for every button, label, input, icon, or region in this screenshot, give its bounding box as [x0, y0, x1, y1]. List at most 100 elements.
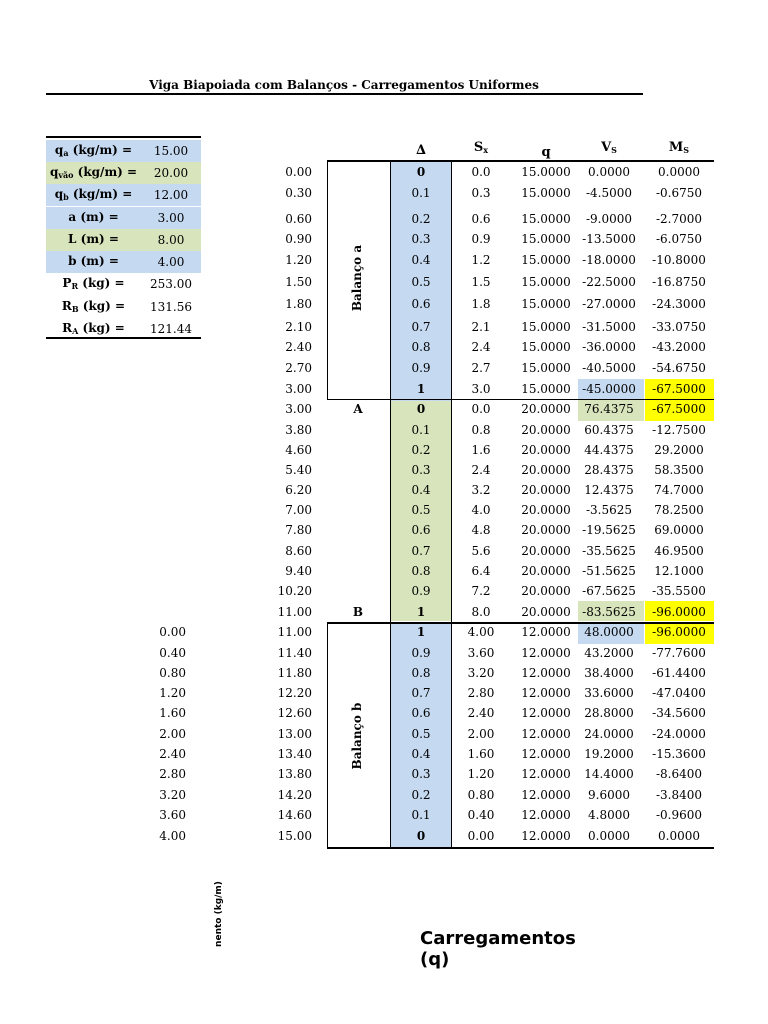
sx-value: 1.20 [467, 767, 495, 781]
header-vs: VS [601, 140, 617, 155]
delta-value: 1 [416, 605, 426, 619]
balanco-b-left-border [327, 622, 328, 848]
sx-value: 3.0 [471, 382, 491, 396]
param-row: qa (kg/m) = 15.00 [46, 140, 201, 162]
sx-value: 2.00 [467, 727, 495, 741]
vs-value: -83.5625 [582, 605, 636, 619]
ms-highlight-l-end [645, 601, 714, 621]
support-a-label: A [353, 402, 363, 416]
ms-highlight-b-start [645, 623, 714, 644]
position-value: 13.00 [277, 727, 312, 741]
delta-value: 0.1 [411, 423, 431, 437]
section-b-divider [327, 622, 714, 624]
position-value: 3.00 [285, 402, 312, 416]
ms-value: -16.8750 [652, 275, 706, 289]
param-label: L (m) = [68, 232, 119, 246]
vs-value: -13.5000 [582, 232, 636, 246]
vs-value: -4.5000 [585, 186, 633, 200]
q-value: 15.0000 [521, 297, 571, 311]
ms-value: -12.7500 [652, 423, 706, 437]
delta-value: 0.8 [411, 564, 431, 578]
param-row: qvão (kg/m) = 20.00 [46, 162, 201, 184]
sx-value: 6.4 [471, 564, 491, 578]
q-value: 12.0000 [521, 706, 571, 720]
header-rule [327, 160, 714, 162]
delta-value: 0.2 [411, 788, 431, 802]
vs-value: 9.6000 [588, 788, 630, 802]
vs-value: 24.0000 [584, 727, 634, 741]
vs-value: -19.5625 [582, 523, 636, 537]
q-value: 20.0000 [521, 523, 571, 537]
vs-value: 76.4375 [584, 402, 634, 416]
param-value: 15.00 [153, 144, 189, 158]
delta-column-fill-l [391, 401, 451, 621]
delta-column-fill-a [391, 162, 451, 401]
balanco-a-left-border [327, 160, 328, 400]
param-value: 131.56 [150, 300, 192, 314]
delta-value: 0.7 [411, 686, 431, 700]
q-value: 15.0000 [521, 186, 571, 200]
vs-value: -27.0000 [582, 297, 636, 311]
vs-value: -67.5625 [582, 584, 636, 598]
delta-value: 0.5 [411, 503, 431, 517]
delta-value: 0.9 [411, 646, 431, 660]
vs-value: -45.0000 [582, 382, 636, 396]
param-label: b (m) = [68, 254, 119, 268]
q-value: 20.0000 [521, 463, 571, 477]
q-value: 15.0000 [521, 382, 571, 396]
delta-value: 0.4 [411, 483, 431, 497]
delta-value: 0.7 [411, 544, 431, 558]
position-value: 8.60 [285, 544, 312, 558]
param-label: RA (kg) = [62, 321, 125, 336]
ms-value: -0.6750 [655, 186, 703, 200]
position-value: 13.40 [277, 747, 312, 761]
position-value: 0.60 [285, 212, 312, 226]
balanco-a-label: Balanço a [350, 244, 364, 312]
ms-value: -10.8000 [652, 253, 706, 267]
position-value: 0.00 [285, 165, 312, 179]
param-value: 253.00 [150, 277, 192, 291]
param-value: 8.00 [157, 233, 185, 247]
parameters-box: qa (kg/m) = 15.00 qvão (kg/m) = 20.00 qb (kg… [46, 136, 201, 339]
sx-value: 1.2 [471, 253, 491, 267]
parameters-bottom-rule [46, 337, 201, 339]
ms-value: -43.2000 [652, 340, 706, 354]
q-value: 20.0000 [521, 564, 571, 578]
param-value: 121.44 [150, 322, 192, 336]
ms-value: -47.0400 [652, 686, 706, 700]
ms-value: -96.0000 [652, 625, 706, 639]
delta-value: 0.8 [411, 666, 431, 680]
delta-column-fill-b [391, 622, 451, 848]
header-delta: ∆ [416, 143, 426, 158]
delta-value: 1 [416, 382, 426, 396]
position-value: 1.50 [285, 275, 312, 289]
position-value: 0.30 [285, 186, 312, 200]
ms-value: -2.7000 [655, 212, 703, 226]
q-value: 20.0000 [521, 483, 571, 497]
vs-value: 48.0000 [584, 625, 634, 639]
section-a-divider [327, 399, 714, 400]
vs-value: -31.5000 [582, 320, 636, 334]
delta-value: 0.3 [411, 767, 431, 781]
delta-value: 0.3 [411, 463, 431, 477]
q-value: 12.0000 [521, 788, 571, 802]
position-value: 4.60 [285, 443, 312, 457]
sx-value: 5.6 [471, 544, 491, 558]
q-value: 12.0000 [521, 767, 571, 781]
sx-value: 2.7 [471, 361, 491, 375]
vs-highlight-a-end [578, 379, 644, 399]
q-value: 12.0000 [521, 808, 571, 822]
position-value: 11.80 [277, 666, 312, 680]
param-value: 20.00 [153, 166, 189, 180]
sx-value: 0.9 [471, 232, 491, 246]
position-value: 2.40 [285, 340, 312, 354]
position-value: 2.70 [285, 361, 312, 375]
offset-value: 2.80 [159, 767, 186, 781]
delta-value: 0.2 [411, 212, 431, 226]
param-row: a (m) = 3.00 [46, 207, 201, 229]
param-row: qb (kg/m) = 12.00 [46, 184, 201, 206]
vs-value: 28.8000 [584, 706, 634, 720]
delta-value: 0.5 [411, 727, 431, 741]
ms-value: -0.9600 [655, 808, 703, 822]
position-value: 11.00 [277, 605, 312, 619]
